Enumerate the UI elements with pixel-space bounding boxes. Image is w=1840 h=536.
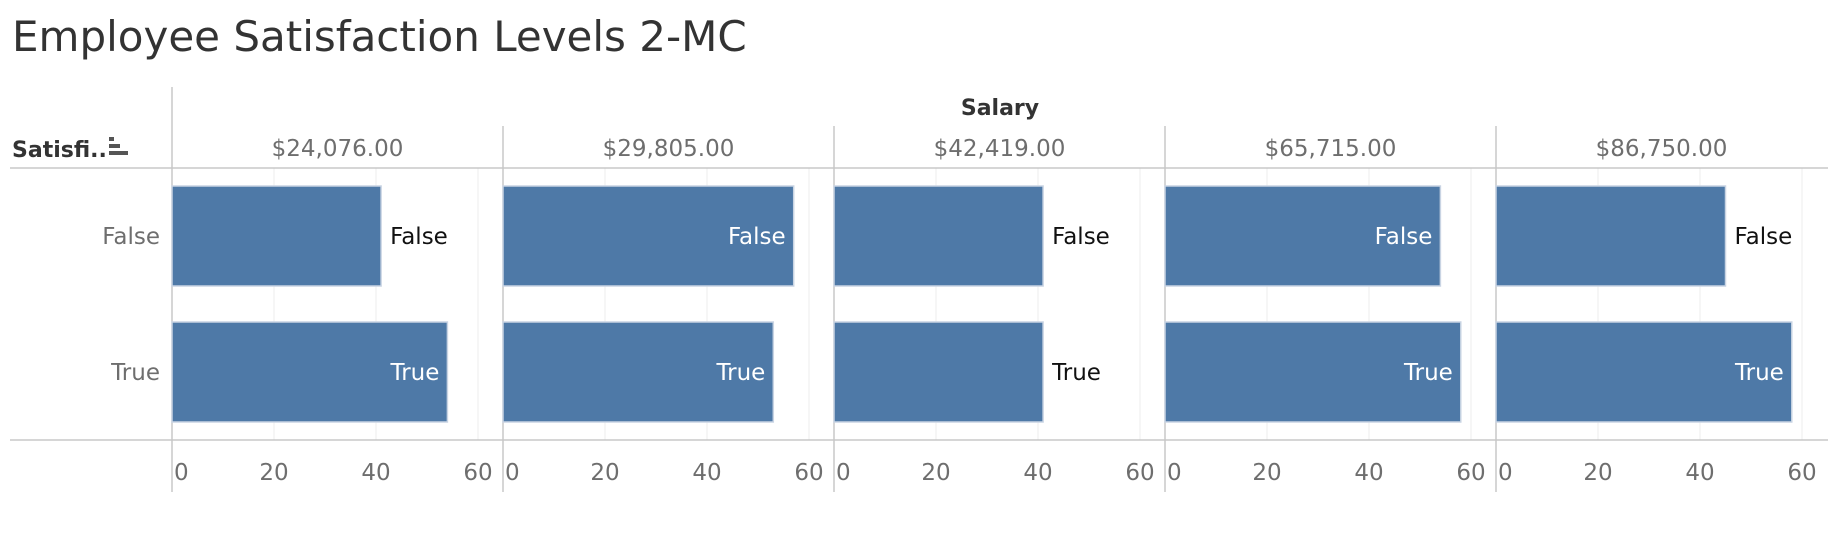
x-tick-label: 0 <box>1167 460 1182 486</box>
data-label: True <box>390 360 440 386</box>
data-label: True <box>1734 360 1784 386</box>
chart-title: Employee Satisfaction Levels 2-MC <box>12 12 747 61</box>
bar-true <box>171 321 449 423</box>
row-label-true: True <box>110 360 160 386</box>
data-label: False <box>1052 224 1110 250</box>
bar-true <box>1495 321 1793 423</box>
data-label: False <box>1375 224 1433 250</box>
x-tick-label: 60 <box>1787 460 1816 486</box>
bar-false <box>1164 185 1442 287</box>
panel-header: $24,076.00 <box>272 136 404 162</box>
bar-false <box>171 185 382 287</box>
panel-header: $86,750.00 <box>1596 136 1728 162</box>
x-tick-label: 20 <box>1583 460 1612 486</box>
sort-descending-icon[interactable] <box>109 137 128 155</box>
panel-header: $65,715.00 <box>1265 136 1397 162</box>
row-header[interactable]: Satisfi.. <box>12 137 128 163</box>
bar-false <box>833 185 1044 287</box>
bar-false <box>502 185 795 287</box>
data-label: True <box>715 360 765 386</box>
bar-false <box>1495 185 1727 287</box>
x-tick-label: 0 <box>1498 460 1513 486</box>
x-tick-label: 60 <box>1456 460 1485 486</box>
x-tick-label: 40 <box>1685 460 1714 486</box>
data-label: False <box>390 224 448 250</box>
panel-header: $29,805.00 <box>603 136 735 162</box>
x-tick-label: 40 <box>361 460 390 486</box>
data-label: True <box>1403 360 1453 386</box>
x-tick-label: 0 <box>174 460 189 486</box>
data-label: False <box>1735 224 1793 250</box>
x-tick-label: 60 <box>1125 460 1154 486</box>
x-tick-label: 0 <box>836 460 851 486</box>
x-tick-label: 40 <box>1354 460 1383 486</box>
x-tick-label: 40 <box>1023 460 1052 486</box>
x-tick-label: 20 <box>259 460 288 486</box>
x-tick-label: 20 <box>921 460 950 486</box>
x-tick-label: 60 <box>794 460 823 486</box>
row-header-label[interactable]: Satisfi.. <box>12 138 107 163</box>
bar-true <box>1164 321 1462 423</box>
bar-true <box>833 321 1044 423</box>
x-tick-label: 20 <box>590 460 619 486</box>
x-tick-label: 0 <box>505 460 520 486</box>
x-tick-label: 60 <box>463 460 492 486</box>
row-label-false: False <box>102 224 160 250</box>
panel-header: $42,419.00 <box>934 136 1066 162</box>
column-header-salary: Salary <box>961 96 1039 121</box>
bar-true <box>502 321 775 423</box>
data-label: True <box>1051 360 1101 386</box>
x-tick-label: 40 <box>692 460 721 486</box>
data-label: False <box>728 224 786 250</box>
x-tick-label: 20 <box>1252 460 1281 486</box>
